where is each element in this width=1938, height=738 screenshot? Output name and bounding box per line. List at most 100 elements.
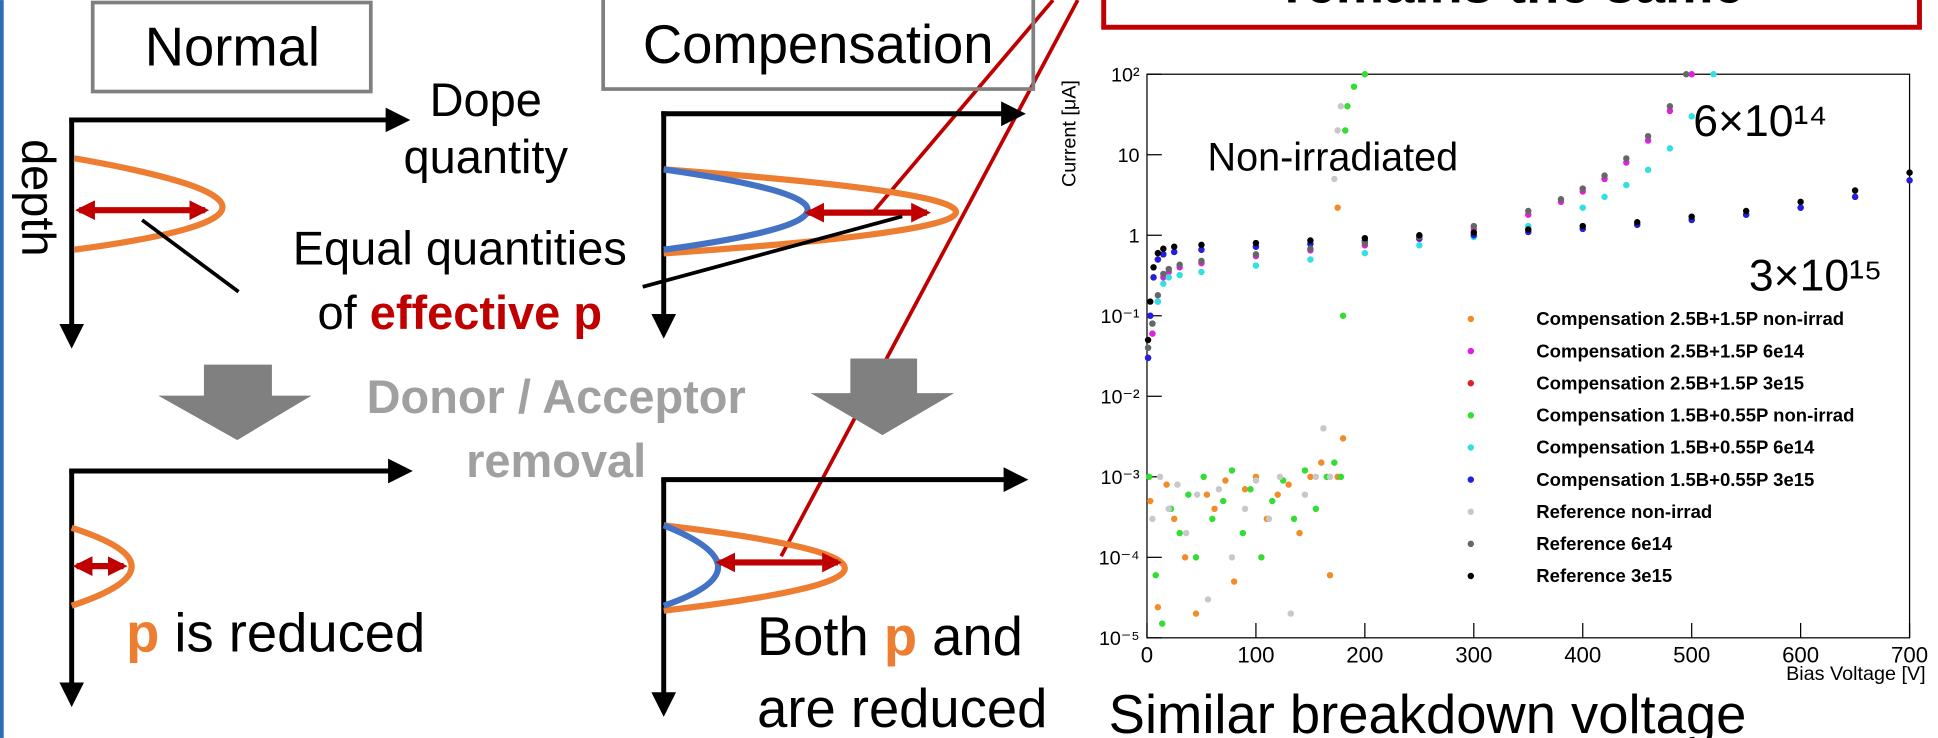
callout: of effective p xyxy=(318,286,602,339)
data-point xyxy=(1361,71,1369,78)
x-tick-label: 600 xyxy=(1782,643,1819,668)
y-tick-label: 10⁻⁵ xyxy=(1099,628,1140,650)
y-tick-label: 10⁻⁴ xyxy=(1099,548,1140,570)
data-point xyxy=(1209,515,1216,523)
profile xyxy=(663,522,848,614)
callout-line xyxy=(871,0,1055,214)
caption: Similar breakdown voltage xyxy=(1109,684,1747,738)
legend-marker xyxy=(1467,444,1475,451)
data-point xyxy=(1193,491,1201,498)
annotation: 3×10¹⁵ xyxy=(1749,252,1882,301)
data-point xyxy=(1165,274,1172,281)
data-point xyxy=(1361,234,1369,242)
normal-label: Normal xyxy=(145,17,320,78)
data-point xyxy=(1416,232,1423,239)
data-point xyxy=(1344,103,1351,110)
x-tick-label: 0 xyxy=(1141,643,1153,668)
data-point xyxy=(1666,107,1674,115)
legend-marker xyxy=(1467,476,1475,483)
data-point xyxy=(1579,204,1586,211)
x-tick-label: 400 xyxy=(1564,643,1601,668)
data-point xyxy=(1198,241,1205,249)
profile xyxy=(70,524,135,609)
compensation-label: Compensation xyxy=(643,14,994,75)
axis-label: depth xyxy=(12,139,65,257)
legend-marker xyxy=(1467,347,1475,355)
result-emphasis: p xyxy=(126,602,159,663)
data-point xyxy=(1181,554,1189,561)
data-point xyxy=(1165,265,1172,273)
callout-line xyxy=(779,0,1080,558)
data-point xyxy=(1156,473,1164,481)
data-point xyxy=(1666,103,1674,110)
legend-label: Compensation 2.5B+1.5P non-irrad xyxy=(1536,308,1844,329)
data-point xyxy=(1176,271,1183,279)
result-text: and xyxy=(917,606,1023,667)
data-point xyxy=(1176,529,1183,537)
legend-label: Compensation 2.5B+1.5P 6e14 xyxy=(1536,340,1804,361)
data-point xyxy=(1204,596,1212,603)
x-tick-label: 700 xyxy=(1891,643,1928,668)
data-point xyxy=(1337,473,1345,481)
data-point xyxy=(1144,336,1152,344)
data-point xyxy=(1797,198,1804,206)
x-tick-label: 500 xyxy=(1673,643,1710,668)
removal: removal xyxy=(466,434,646,487)
data-point xyxy=(1192,554,1200,561)
result: p is reduced xyxy=(126,602,425,663)
data-point xyxy=(1634,219,1641,226)
data-point xyxy=(1144,344,1152,352)
data-point xyxy=(1147,312,1154,319)
data-point xyxy=(1150,274,1157,281)
data-point xyxy=(1154,256,1162,263)
axis-label: quantity xyxy=(404,130,569,183)
slide-border xyxy=(0,0,4,738)
legend-marker xyxy=(1467,508,1475,515)
data-point xyxy=(1154,603,1162,611)
data-point xyxy=(1290,515,1298,523)
data-point xyxy=(1274,491,1281,498)
x-tick-label: 300 xyxy=(1455,643,1492,668)
legend-label: Reference non-irrad xyxy=(1536,501,1712,522)
data-point xyxy=(1154,291,1162,299)
data-point xyxy=(1525,226,1532,233)
data-point xyxy=(1154,298,1162,305)
data-point xyxy=(1154,249,1162,257)
data-point xyxy=(1171,515,1178,523)
callout: Equal quantities xyxy=(293,222,627,275)
x-tick-label: 200 xyxy=(1346,643,1383,668)
data-point xyxy=(1203,491,1211,498)
data-point xyxy=(1230,578,1238,585)
data-point xyxy=(1185,491,1192,498)
data-point xyxy=(1906,177,1913,184)
chart: 10² 10 1 10⁻¹ 10⁻² 10⁻³ 10⁻⁴ 10⁻⁵0 100 200 300 400 5… xyxy=(1058,65,1928,685)
data-point xyxy=(1228,467,1236,474)
data-point xyxy=(1331,459,1338,466)
data-point xyxy=(1160,251,1167,258)
data-point xyxy=(1192,610,1200,617)
axis-label: Dope xyxy=(430,73,542,126)
data-point xyxy=(1182,529,1190,537)
data-point xyxy=(1241,486,1249,493)
y-tick-label: 10 xyxy=(1118,145,1140,167)
data-point xyxy=(1252,251,1260,258)
legend-marker xyxy=(1467,380,1475,387)
data-point xyxy=(1307,256,1314,263)
data-point xyxy=(1470,222,1478,230)
data-point xyxy=(1623,181,1630,189)
data-point xyxy=(1241,505,1249,513)
data-point xyxy=(1252,239,1260,247)
data-point xyxy=(1318,459,1325,466)
data-point xyxy=(1312,505,1320,513)
data-point xyxy=(1361,249,1369,257)
data-point xyxy=(1666,145,1674,152)
legend-label: Compensation 1.5B+0.55P non-irrad xyxy=(1536,405,1854,426)
data-point xyxy=(1171,243,1178,250)
result: are reduced xyxy=(757,678,1047,738)
data-point xyxy=(1287,610,1294,617)
result: Both p and xyxy=(757,606,1023,667)
legend-label: Reference 6e14 xyxy=(1536,533,1673,554)
data-point xyxy=(1160,280,1167,287)
banner: remains the same xyxy=(1284,0,1743,15)
